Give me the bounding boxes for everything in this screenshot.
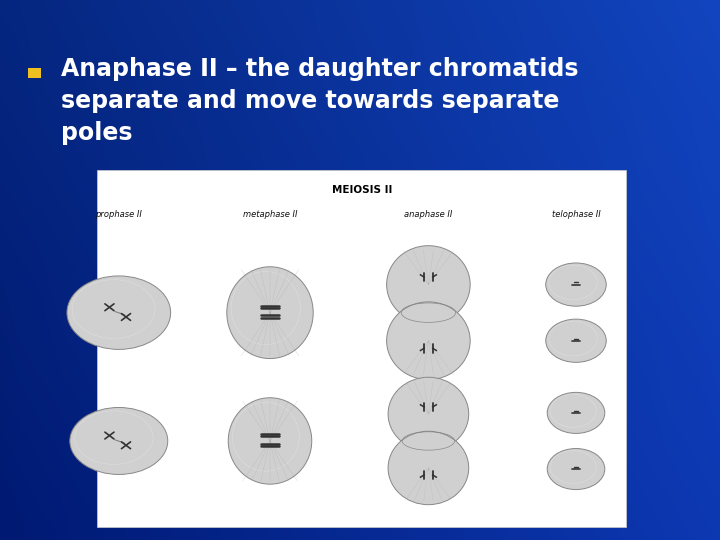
Ellipse shape — [387, 246, 470, 323]
Ellipse shape — [546, 263, 606, 306]
Ellipse shape — [387, 302, 470, 380]
Ellipse shape — [416, 434, 441, 448]
Text: separate and move towards separate: separate and move towards separate — [61, 89, 559, 113]
Text: telophase II: telophase II — [552, 210, 600, 219]
Ellipse shape — [388, 377, 469, 451]
Ellipse shape — [227, 267, 313, 359]
Text: anaphase II: anaphase II — [404, 210, 453, 219]
Ellipse shape — [547, 393, 605, 434]
Ellipse shape — [228, 398, 312, 484]
Ellipse shape — [388, 431, 469, 505]
Bar — [28, 68, 41, 78]
Text: metaphase II: metaphase II — [243, 210, 297, 219]
Text: MEIOSIS II: MEIOSIS II — [332, 185, 392, 195]
Text: Anaphase II – the daughter chromatids: Anaphase II – the daughter chromatids — [61, 57, 579, 81]
Ellipse shape — [547, 449, 605, 490]
Text: poles: poles — [61, 121, 132, 145]
Bar — [97, 170, 626, 526]
Ellipse shape — [70, 408, 168, 475]
Ellipse shape — [416, 305, 441, 320]
Ellipse shape — [546, 319, 606, 362]
Text: prophase II: prophase II — [95, 210, 143, 219]
Ellipse shape — [67, 276, 171, 349]
